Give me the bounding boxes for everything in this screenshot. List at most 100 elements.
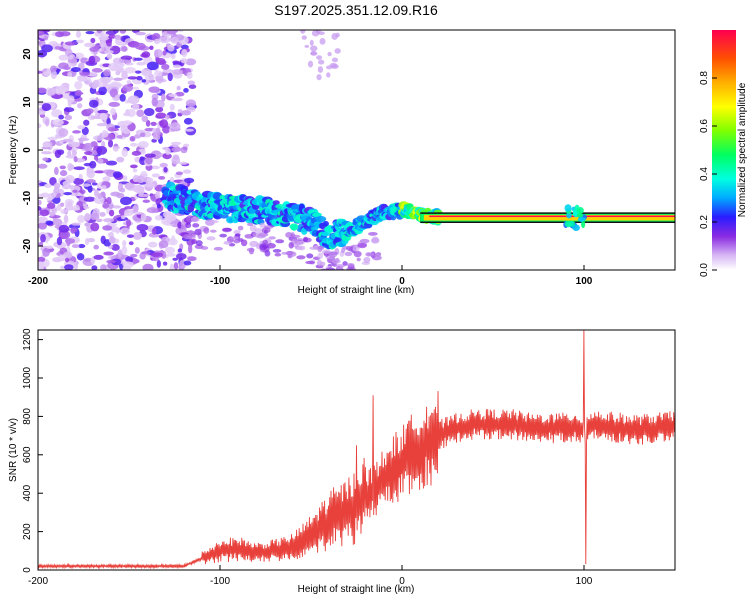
- heat-noise-blob: [90, 37, 96, 44]
- heat-noise-blob: [185, 99, 197, 107]
- heat-noise-blob: [120, 227, 130, 235]
- heat-noise-blob: [143, 107, 155, 117]
- heat-noise-blob: [124, 206, 133, 210]
- heat-noise-blob: [368, 231, 378, 236]
- heat-noise-blob: [59, 170, 68, 177]
- heat-noise-blob: [219, 233, 227, 238]
- heat-noise-blob: [58, 128, 69, 137]
- heat-noise-blob: [54, 45, 61, 50]
- heat-noise-blob: [47, 87, 57, 96]
- heat-noise-blob: [183, 234, 193, 240]
- heat-noise-blob: [144, 153, 156, 158]
- heat-noise-blob: [187, 80, 196, 85]
- snr-panel: -200 -100 0 100 0 200 400 600 800 1000 1200 Heigh…: [8, 328, 676, 595]
- heat-noise-blob: [63, 214, 69, 224]
- heat-noise-blob: [145, 119, 151, 127]
- heat-noise-blob: [85, 31, 95, 35]
- y-tick-label: 1000: [22, 366, 33, 389]
- heat-noise-blob: [172, 64, 182, 69]
- heat-noise-blob: [46, 202, 56, 209]
- heat-noise-blob: [324, 250, 330, 255]
- heat-noise-blob: [64, 41, 77, 46]
- heat-noise-blob: [42, 157, 49, 162]
- heat-noise-blob: [146, 177, 154, 184]
- heat-noise-blob: [38, 163, 48, 169]
- heat-noise-blob: [290, 234, 301, 239]
- heat-noise-blob: [67, 141, 80, 148]
- heat-noise-blob: [196, 229, 201, 236]
- heat-noise-blob: [110, 107, 116, 116]
- x-tick-label: -100: [210, 276, 230, 287]
- heat-noise-blob: [62, 138, 73, 143]
- heat-noise-blob: [122, 84, 133, 92]
- colorbar-tick-label: 0.8: [699, 71, 710, 85]
- heat-noise-blob: [307, 60, 314, 68]
- heat-noise-blob: [71, 244, 80, 249]
- heat-noise-blob: [148, 241, 158, 248]
- heat-noise-blob: [99, 113, 108, 121]
- heat-noise-blob: [63, 192, 72, 196]
- heat-noise-blob: [317, 66, 324, 73]
- heat-noise-blob: [167, 44, 175, 52]
- heat-noise-blob: [38, 70, 43, 74]
- heat-noise-blob: [328, 251, 338, 258]
- heat-noise-blob: [141, 251, 151, 255]
- heat-noise-blob: [170, 53, 176, 60]
- heat-noise-blob: [38, 87, 47, 94]
- heat-noise-blob: [331, 64, 339, 69]
- heat-noise-blob: [111, 229, 124, 233]
- heat-noise-blob: [84, 42, 96, 48]
- heat-noise-blob: [322, 272, 329, 278]
- heat-noise-blob: [176, 85, 181, 91]
- heat-noise-blob: [40, 234, 46, 243]
- heat-noise-blob: [141, 79, 147, 83]
- heat-ridge-blob: [310, 226, 319, 231]
- heat-noise-blob: [99, 211, 106, 217]
- heat-noise-blob: [191, 238, 196, 245]
- heat-noise-blob: [47, 136, 58, 141]
- heat-noise-blob: [52, 218, 63, 226]
- heat-noise-blob: [126, 219, 131, 228]
- colorbar-tick-label: 0.6: [699, 119, 710, 133]
- heat-noise-blob: [38, 216, 48, 224]
- heat-noise-blob: [112, 205, 121, 209]
- heat-noise-blob: [155, 57, 166, 65]
- heat-noise-blob: [77, 137, 90, 142]
- heat-noise-blob: [177, 248, 183, 253]
- heat-noise-blob: [183, 177, 195, 184]
- heat-noise-blob: [72, 204, 80, 211]
- heat-noise-blob: [94, 170, 105, 174]
- heat-noise-blob: [77, 243, 86, 249]
- heat-noise-blob: [123, 112, 131, 117]
- heat-noise-blob: [120, 196, 132, 206]
- heat-noise-blob: [127, 95, 140, 105]
- heat-noise-blob: [184, 128, 194, 132]
- heat-noise-blob: [116, 156, 125, 163]
- heat-noise-blob: [66, 238, 71, 247]
- heat-noise-blob: [116, 135, 124, 139]
- heat-noise-blob: [108, 34, 117, 39]
- heat-ridge-blob: [576, 213, 584, 218]
- heat-noise-blob: [156, 203, 161, 209]
- heat-noise-blob: [141, 115, 149, 123]
- heat-noise-blob: [187, 256, 197, 262]
- heat-noise-blob: [49, 176, 57, 186]
- heat-noise-blob: [94, 189, 99, 197]
- heat-noise-blob: [123, 120, 132, 126]
- heat-noise-blob: [72, 189, 78, 193]
- heat-noise-blob: [106, 259, 117, 264]
- heat-noise-blob: [341, 247, 346, 254]
- heat-noise-blob: [120, 215, 126, 220]
- heat-noise-blob: [316, 74, 322, 81]
- heat-noise-blob: [76, 39, 85, 44]
- x-tick-label: 100: [576, 576, 593, 587]
- heat-noise-blob: [186, 71, 193, 80]
- heat-noise-blob: [106, 39, 112, 47]
- heat-noise-blob: [130, 253, 138, 258]
- heat-noise-blob: [71, 222, 81, 226]
- heat-noise-blob: [57, 149, 65, 155]
- heat-noise-blob: [266, 243, 276, 249]
- heat-noise-blob: [53, 186, 60, 195]
- heat-noise-blob: [67, 150, 72, 156]
- heat-noise-blob: [78, 62, 85, 70]
